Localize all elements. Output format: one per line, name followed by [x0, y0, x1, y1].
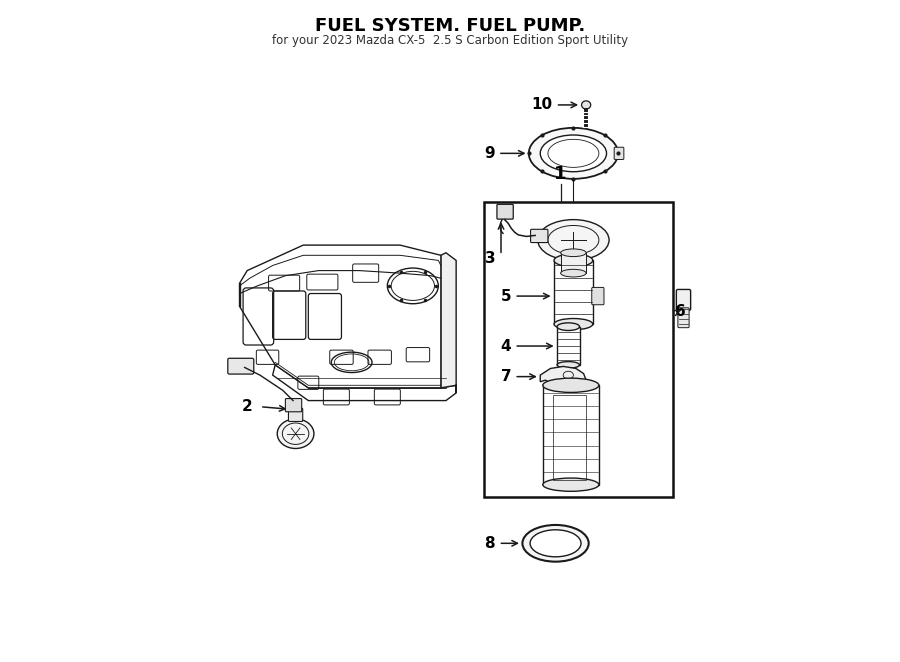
Text: 8: 8 [484, 536, 495, 551]
Text: 2: 2 [241, 399, 252, 414]
Ellipse shape [543, 378, 598, 393]
Ellipse shape [557, 323, 580, 330]
Bar [484, 202, 673, 497]
Bar [561, 253, 586, 273]
Text: FUEL SYSTEM. FUEL PUMP.: FUEL SYSTEM. FUEL PUMP. [315, 17, 585, 34]
Ellipse shape [561, 269, 586, 277]
Text: 10: 10 [531, 97, 552, 113]
FancyBboxPatch shape [531, 229, 548, 242]
Bar [554, 260, 593, 324]
Ellipse shape [554, 254, 593, 267]
Text: 3: 3 [485, 252, 496, 266]
Ellipse shape [581, 101, 590, 109]
Text: for your 2023 Mazda CX-5  2.5 S Carbon Edition Sport Utility: for your 2023 Mazda CX-5 2.5 S Carbon Ed… [272, 34, 628, 48]
FancyBboxPatch shape [614, 147, 624, 160]
Text: 4: 4 [500, 338, 511, 354]
Ellipse shape [537, 220, 609, 260]
FancyBboxPatch shape [228, 358, 254, 374]
Polygon shape [540, 367, 586, 385]
Ellipse shape [522, 525, 589, 561]
Ellipse shape [540, 135, 607, 171]
Ellipse shape [529, 128, 618, 179]
FancyBboxPatch shape [288, 408, 302, 422]
FancyBboxPatch shape [591, 287, 604, 305]
Ellipse shape [277, 419, 314, 448]
Bar [553, 395, 586, 479]
Ellipse shape [554, 318, 593, 330]
FancyBboxPatch shape [285, 399, 302, 412]
Text: 6: 6 [675, 304, 686, 319]
Bar [543, 385, 598, 485]
Bar [557, 326, 580, 365]
Text: 9: 9 [484, 146, 494, 161]
Polygon shape [273, 365, 456, 401]
Ellipse shape [530, 530, 581, 557]
FancyBboxPatch shape [677, 289, 690, 310]
FancyBboxPatch shape [497, 205, 513, 219]
FancyBboxPatch shape [678, 308, 689, 328]
Polygon shape [441, 253, 456, 393]
Text: 1: 1 [554, 165, 567, 183]
Text: 5: 5 [500, 289, 511, 304]
Ellipse shape [543, 478, 598, 491]
Ellipse shape [557, 361, 580, 368]
Text: 7: 7 [500, 369, 511, 384]
Polygon shape [239, 245, 441, 388]
Ellipse shape [561, 249, 586, 257]
